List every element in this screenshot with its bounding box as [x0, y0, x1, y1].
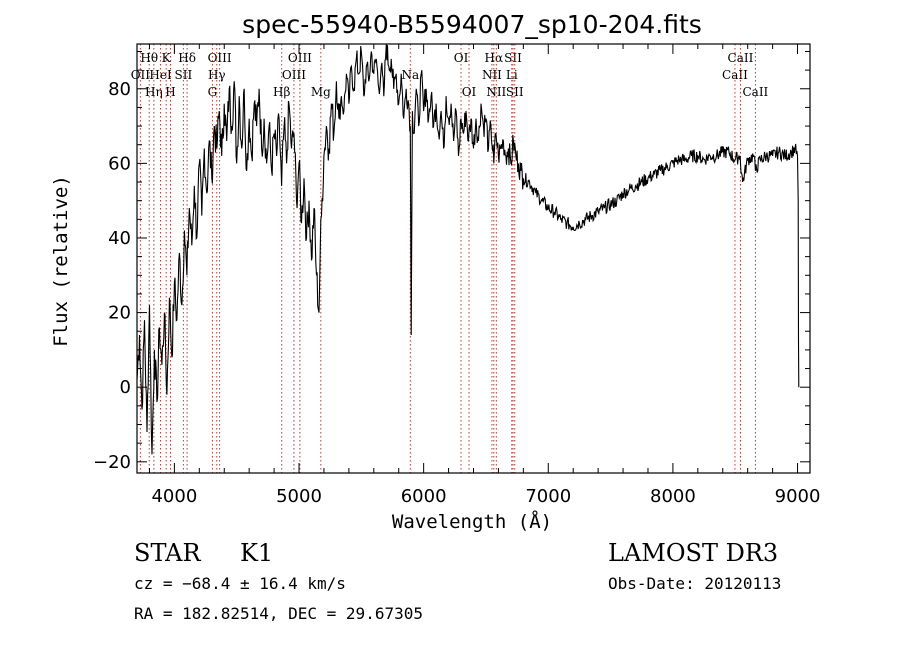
line-marker-label: OIII — [288, 51, 312, 65]
axis-ticks: 4000 5000 6000 7000 8000 9000 −20 0 20 40 60 80 — [93, 44, 820, 507]
y-axis-label: Flux (relative) — [50, 175, 72, 347]
line-marker-label: CaII — [722, 68, 748, 82]
x-tick-label: 5000 — [276, 486, 322, 507]
line-marker-label: OII — [131, 68, 151, 82]
line-marker-label: Hβ — [273, 85, 290, 99]
line-marker-label: Mg — [311, 85, 331, 99]
line-marker-label: NII — [482, 68, 502, 82]
y-tick-label: 80 — [108, 79, 131, 100]
object-subclass: K1 — [240, 539, 274, 567]
flux-series-line — [136, 43, 800, 455]
line-marker-label: OI — [462, 85, 477, 99]
line-marker-label: Hδ — [178, 51, 196, 65]
line-marker-label: CaII — [742, 85, 768, 99]
line-marker-label: SII — [506, 85, 524, 99]
plot-frame — [136, 43, 811, 474]
line-marker-label: SII — [504, 51, 522, 65]
x-tick-label: 4000 — [151, 486, 197, 507]
line-marker-label: Hη — [145, 85, 163, 99]
line-marker-label: G — [208, 85, 218, 99]
y-tick-label: 20 — [108, 303, 131, 324]
line-marker-label: Hα — [485, 51, 504, 65]
y-tick-label: 0 — [120, 377, 131, 398]
x-tick-label: 6000 — [401, 486, 447, 507]
line-marker-label: Li — [506, 68, 518, 82]
obs-date: Obs-Date: 20120113 — [608, 574, 782, 593]
line-marker-label: Hθ — [140, 51, 158, 65]
object-class: STAR — [134, 539, 201, 567]
y-tick-label: 40 — [108, 228, 131, 249]
line-marker-label: OIII — [208, 51, 232, 65]
coordinates: RA = 182.82514, DEC = 29.67305 — [134, 604, 423, 623]
line-marker-label: Na — [401, 68, 419, 82]
y-tick-label: −20 — [93, 452, 131, 473]
x-tick-label: 8000 — [650, 486, 696, 507]
line-marker-label: K — [162, 51, 172, 65]
x-tick-label: 9000 — [775, 486, 821, 507]
line-marker-label: HeI — [149, 68, 172, 82]
line-marker-label: CaII — [728, 51, 754, 65]
x-tick-label: 7000 — [525, 486, 571, 507]
survey-name: LAMOST DR3 — [608, 539, 779, 567]
line-marker-label: OI — [454, 51, 469, 65]
chart-title: spec-55940-B5594007_sp10-204.fits — [242, 10, 702, 39]
line-marker-label: Hγ — [208, 68, 226, 82]
line-marker-label: SII — [175, 68, 193, 82]
line-marker-label: OIII — [282, 68, 306, 82]
line-marker-label: H — [165, 85, 175, 99]
plot-border — [136, 43, 811, 474]
x-axis-label: Wavelength (Å) — [392, 510, 552, 533]
redshift-cz: cz = −68.4 ± 16.4 km/s — [134, 574, 346, 593]
line-marker-label: NII — [486, 85, 506, 99]
y-tick-label: 60 — [108, 153, 131, 174]
